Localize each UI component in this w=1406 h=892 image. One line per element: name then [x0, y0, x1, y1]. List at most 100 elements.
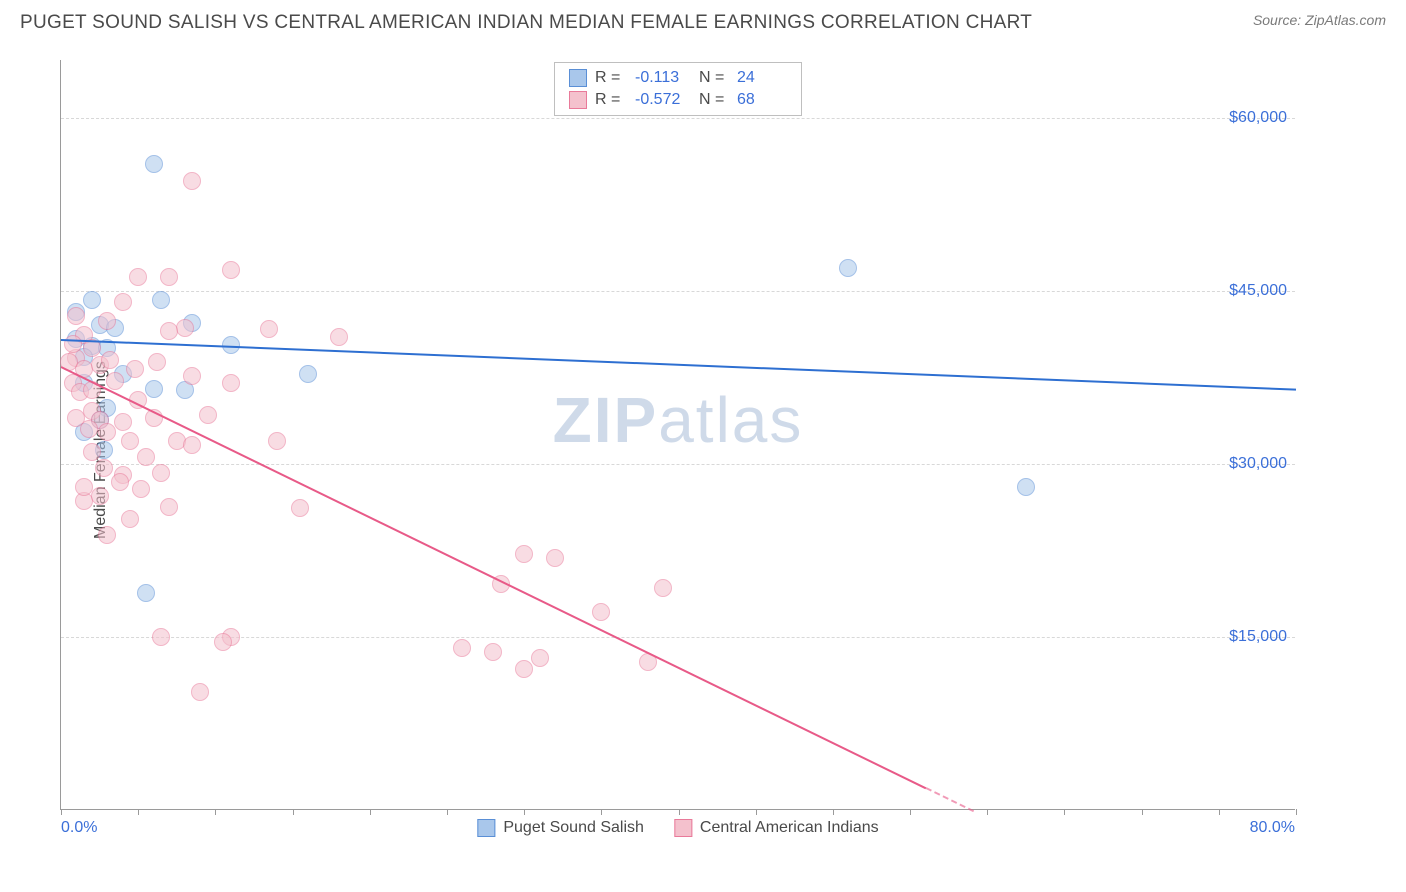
title-bar: PUGET SOUND SALISH VS CENTRAL AMERICAN I… — [0, 0, 1406, 42]
regression-line — [61, 339, 1296, 391]
scatter-point — [91, 487, 109, 505]
legend-r-label: R = — [595, 69, 627, 87]
scatter-point — [222, 374, 240, 392]
scatter-point — [106, 372, 124, 390]
y-tick-label: $60,000 — [1229, 109, 1287, 127]
scatter-point — [148, 353, 166, 371]
gridline — [61, 118, 1295, 119]
x-tick — [987, 809, 988, 815]
x-tick — [215, 809, 216, 815]
legend-swatch — [569, 69, 587, 87]
scatter-point — [546, 549, 564, 567]
legend-stat-row: R = -0.572 N = 68 — [569, 89, 787, 111]
scatter-point — [183, 436, 201, 454]
scatter-point — [121, 510, 139, 528]
scatter-point — [453, 639, 471, 657]
scatter-point — [515, 545, 533, 563]
scatter-point — [152, 464, 170, 482]
scatter-point — [111, 473, 129, 491]
scatter-point — [176, 319, 194, 337]
scatter-point — [152, 291, 170, 309]
scatter-point — [64, 335, 82, 353]
legend-n-label: N = — [699, 91, 729, 109]
scatter-point — [145, 380, 163, 398]
legend-series-label: Puget Sound Salish — [503, 819, 644, 837]
scatter-point — [129, 268, 147, 286]
scatter-point — [330, 328, 348, 346]
x-tick — [679, 809, 680, 815]
source-label: Source: ZipAtlas.com — [1253, 12, 1386, 28]
scatter-point — [114, 413, 132, 431]
chart-container: Median Female Earnings ZIPatlas R =-0.11… — [20, 50, 1390, 850]
x-tick — [293, 809, 294, 815]
legend-series: Puget Sound Salish Central American India… — [477, 819, 878, 837]
legend-n-label: N = — [699, 69, 729, 87]
scatter-point — [222, 261, 240, 279]
scatter-point — [268, 432, 286, 450]
legend-n-value: 68 — [737, 91, 787, 109]
scatter-point — [98, 423, 116, 441]
x-tick — [524, 809, 525, 815]
x-tick-label: 80.0% — [1250, 819, 1295, 837]
scatter-point — [137, 584, 155, 602]
x-tick — [1296, 809, 1297, 815]
scatter-point — [484, 643, 502, 661]
scatter-point — [592, 603, 610, 621]
watermark: ZIPatlas — [553, 383, 804, 457]
scatter-point — [132, 480, 150, 498]
legend-stat-row: R =-0.113N =24 — [569, 67, 787, 89]
x-tick-label: 0.0% — [61, 819, 97, 837]
x-tick — [1142, 809, 1143, 815]
scatter-point — [531, 649, 549, 667]
x-tick — [1064, 809, 1065, 815]
regression-line — [61, 366, 926, 789]
y-tick-label: $45,000 — [1229, 282, 1287, 300]
x-tick — [756, 809, 757, 815]
scatter-point — [98, 312, 116, 330]
scatter-point — [98, 526, 116, 544]
y-tick-label: $30,000 — [1229, 455, 1287, 473]
legend-series-label: Central American Indians — [700, 819, 879, 837]
x-tick — [601, 809, 602, 815]
legend-swatch — [569, 91, 587, 109]
plot-area: ZIPatlas R =-0.113N =24R =-0.572N =68 Pu… — [60, 60, 1295, 810]
x-tick — [833, 809, 834, 815]
scatter-point — [121, 432, 139, 450]
x-tick — [138, 809, 139, 815]
legend-series-item: Puget Sound Salish — [477, 819, 644, 837]
scatter-point — [291, 499, 309, 517]
legend-r-label: R = — [595, 91, 627, 109]
scatter-point — [152, 628, 170, 646]
scatter-point — [83, 443, 101, 461]
scatter-point — [160, 322, 178, 340]
regression-line-dashed — [925, 787, 973, 812]
scatter-point — [260, 320, 278, 338]
legend-stats: R =-0.113N =24R =-0.572N =68 — [554, 62, 802, 116]
scatter-point — [214, 633, 232, 651]
legend-swatch — [477, 819, 495, 837]
legend-series-item: Central American Indians — [674, 819, 879, 837]
gridline — [61, 637, 1295, 638]
scatter-point — [160, 498, 178, 516]
y-tick-label: $15,000 — [1229, 628, 1287, 646]
scatter-point — [114, 293, 132, 311]
scatter-point — [191, 683, 209, 701]
scatter-point — [299, 365, 317, 383]
legend-n-value: 24 — [737, 69, 787, 87]
x-tick — [447, 809, 448, 815]
scatter-point — [95, 459, 113, 477]
scatter-point — [654, 579, 672, 597]
legend-r-value: -0.572 — [635, 91, 685, 109]
scatter-point — [126, 360, 144, 378]
x-tick — [910, 809, 911, 815]
x-tick — [61, 809, 62, 815]
x-tick — [1219, 809, 1220, 815]
scatter-point — [199, 406, 217, 424]
scatter-point — [160, 268, 178, 286]
gridline — [61, 464, 1295, 465]
scatter-point — [145, 155, 163, 173]
x-tick — [370, 809, 371, 815]
gridline — [61, 291, 1295, 292]
scatter-point — [101, 351, 119, 369]
legend-swatch — [674, 819, 692, 837]
